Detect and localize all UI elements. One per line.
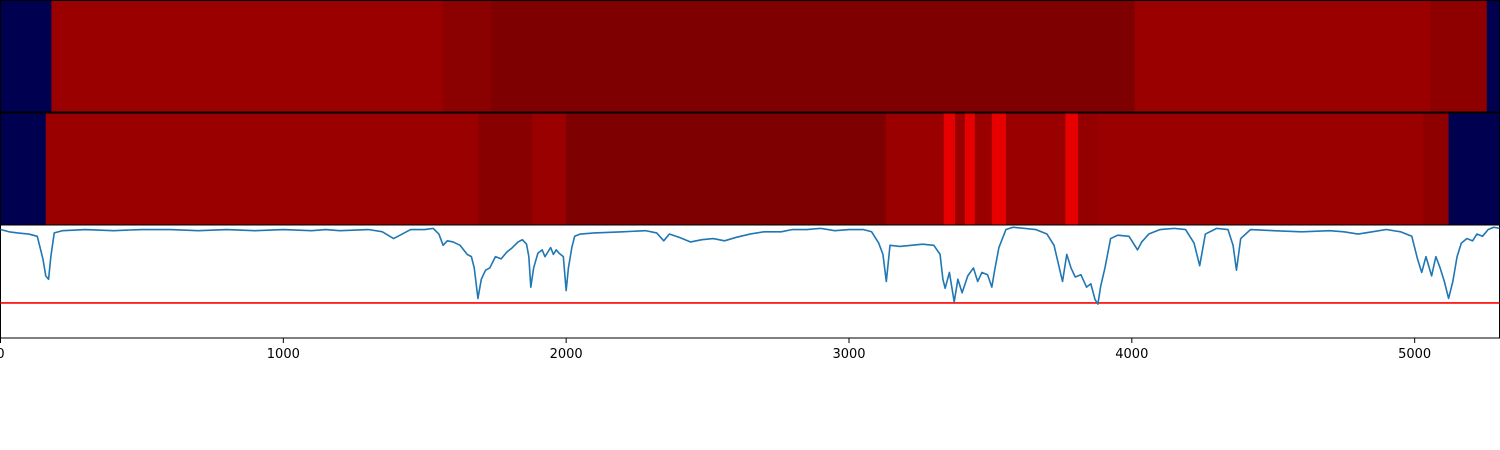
heatmap-middle-cell-14 xyxy=(1097,113,1424,225)
x-tick-label-1: 1000 xyxy=(267,347,300,362)
heatmap-middle-cell-12 xyxy=(1065,113,1079,225)
heatmap-middle-cell-7 xyxy=(955,113,966,225)
heatmap-top-cell-1 xyxy=(51,0,444,112)
heatmap-top-panel xyxy=(0,0,1500,113)
heatmap-top-cell-3 xyxy=(491,0,1136,112)
heatmap-middle-cell-3 xyxy=(532,113,567,225)
heatmap-middle-cell-4 xyxy=(566,113,887,225)
heatmap-middle-cell-8 xyxy=(964,113,976,225)
heatmap-middle-cell-0 xyxy=(0,113,47,225)
heatmap-middle-cell-11 xyxy=(1005,113,1066,225)
heatmap-middle-cell-6 xyxy=(943,113,956,225)
heatmap-middle-cell-9 xyxy=(974,113,993,225)
heatmap-middle-panel xyxy=(0,112,1500,226)
heatmap-top-cell-4 xyxy=(1134,0,1431,112)
x-tick-label-5: 5000 xyxy=(1398,347,1431,362)
heatmap-top-cell-0 xyxy=(0,0,52,112)
heatmap-top-cell-6 xyxy=(1486,0,1500,112)
heatmap-middle-cell-1 xyxy=(45,113,479,225)
heatmap-top-cell-2 xyxy=(443,0,492,112)
x-tick-label-4: 4000 xyxy=(1115,347,1148,362)
x-tick-label-0: 0 xyxy=(0,347,5,362)
heatmap-middle-cell-5 xyxy=(885,113,945,225)
plot-frame xyxy=(0,224,1500,339)
x-tick-label-3: 3000 xyxy=(832,347,865,362)
x-axis: 0 1000 2000 3000 4000 5000 xyxy=(0,338,1431,362)
line-plot-panel xyxy=(0,224,1500,339)
heatmap-top-cell-5 xyxy=(1430,0,1488,112)
heatmap-middle-cell-13 xyxy=(1078,113,1099,225)
heatmap-middle-cell-16 xyxy=(1448,113,1500,225)
x-tick-label-2: 2000 xyxy=(550,347,583,362)
heatmap-middle-cell-15 xyxy=(1423,113,1450,225)
series-layer xyxy=(0,226,1500,305)
heatmap-middle-cell-10 xyxy=(991,113,1007,225)
heatmap-middle-cell-2 xyxy=(478,113,533,225)
series-line-0 xyxy=(0,226,1500,305)
